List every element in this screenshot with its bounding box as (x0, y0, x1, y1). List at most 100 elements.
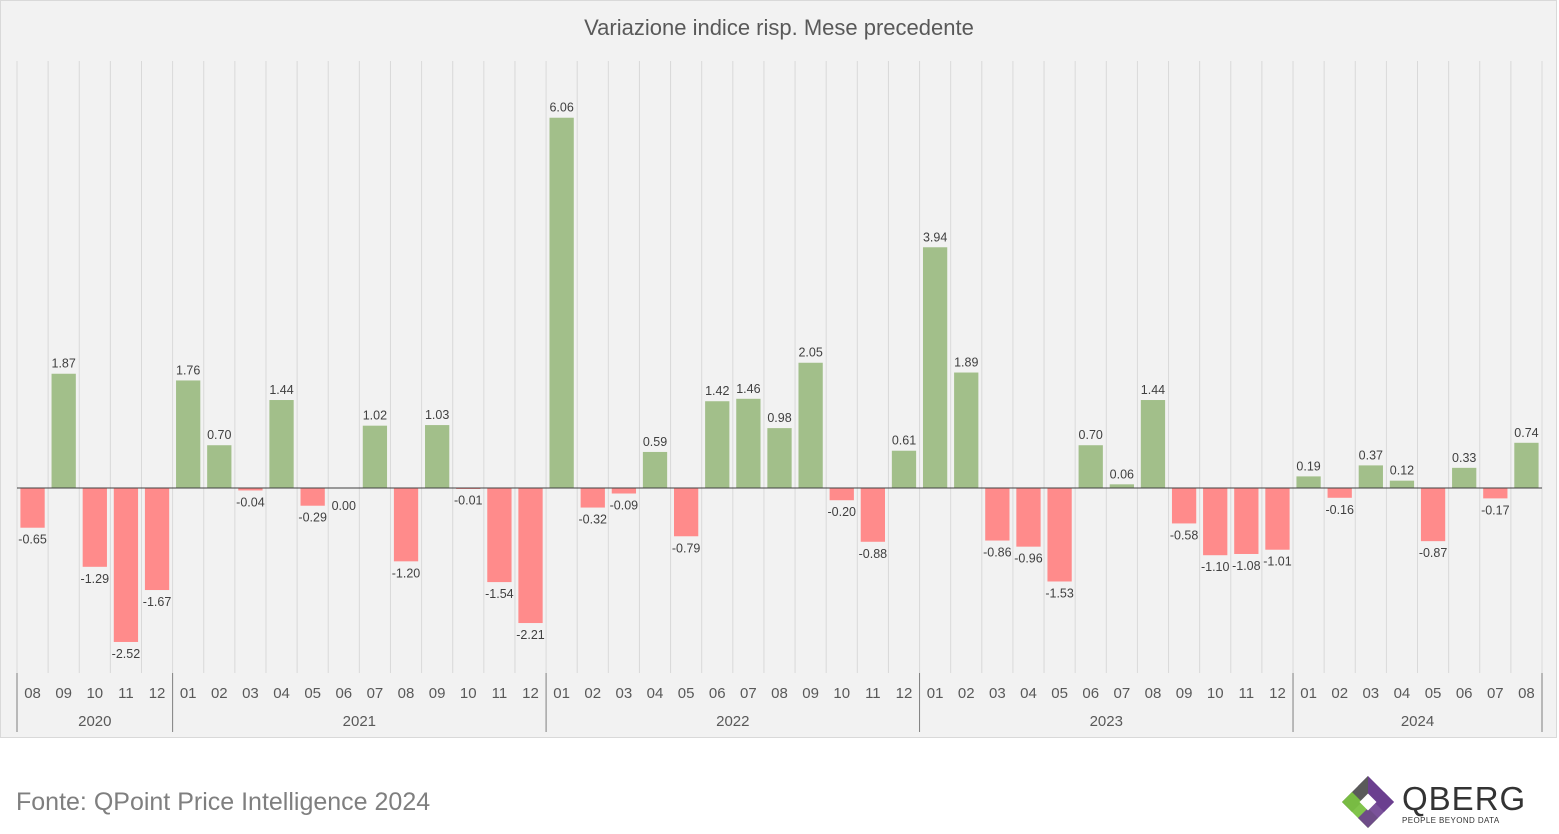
logo-wordmark: QBERG (1402, 780, 1527, 817)
month-tick-label: 11 (492, 685, 508, 702)
chart-panel: Variazione indice risp. Mese precedente … (0, 0, 1557, 738)
month-tick-label: 10 (460, 685, 477, 702)
bar-negative (113, 488, 139, 642)
data-label: -0.32 (579, 513, 608, 527)
data-label: 1.44 (1141, 383, 1165, 397)
bar-positive (798, 362, 823, 488)
month-tick-label: 04 (273, 685, 290, 702)
bar-positive (1514, 442, 1539, 488)
year-label: 2024 (1401, 713, 1434, 730)
data-label: 1.76 (176, 363, 200, 377)
month-tick-label: 08 (24, 685, 41, 702)
bar-positive (922, 247, 948, 488)
data-labels: -0.65 1.87 -1.29 -2.52 -1.67 1.76 0.70 -0.04 1.4… (18, 101, 1538, 661)
data-label: 0.33 (1452, 451, 1476, 465)
data-label: 1.87 (52, 357, 76, 371)
month-tick-label: 03 (989, 685, 1006, 702)
data-label: 1.89 (954, 356, 978, 370)
bar-positive (767, 428, 792, 488)
month-tick-label: 03 (1362, 685, 1379, 702)
bar-negative (1420, 488, 1446, 542)
data-label: -0.86 (983, 546, 1012, 560)
year-label: 2023 (1090, 713, 1123, 730)
month-tick-label: 01 (927, 685, 944, 702)
year-label: 2022 (716, 713, 749, 730)
month-tick-label: 09 (802, 685, 819, 702)
data-label: -1.20 (392, 566, 421, 580)
bar-positive (705, 401, 730, 488)
bar-positive (736, 398, 761, 488)
data-label: -0.58 (1170, 528, 1199, 542)
data-label: -0.65 (18, 533, 47, 547)
month-tick-label: 08 (771, 685, 788, 702)
data-label: -0.01 (454, 494, 483, 508)
bar-negative (82, 488, 107, 567)
month-tick-label: 09 (1176, 685, 1193, 702)
bar-negative (580, 488, 605, 508)
bar-positive (51, 373, 76, 488)
bar-negative (1483, 488, 1508, 499)
month-tick-label: 07 (367, 685, 384, 702)
bar-positive (362, 425, 388, 488)
data-label: -0.09 (610, 498, 639, 512)
data-label: -0.16 (1325, 503, 1354, 517)
data-label: 3.94 (923, 230, 947, 244)
data-label: -0.29 (298, 511, 327, 525)
year-label: 2020 (78, 713, 111, 730)
data-label: 0.98 (767, 411, 791, 425)
month-tick-label: 05 (304, 685, 321, 702)
month-tick-label: 07 (1114, 685, 1131, 702)
month-tick-label: 09 (429, 685, 446, 702)
bar-positive (425, 425, 450, 488)
data-label: 0.70 (207, 428, 231, 442)
bar-negative (518, 488, 543, 624)
data-label: 0.00 (332, 499, 356, 513)
month-tick-label: 01 (553, 685, 570, 702)
data-label: 1.44 (269, 383, 293, 397)
bar-negative (393, 488, 419, 562)
month-tick-label: 07 (1487, 685, 1504, 702)
bar-negative (20, 488, 45, 528)
month-tick-label: 05 (678, 685, 695, 702)
bar-positive (1389, 480, 1415, 488)
x-axis: 08 09 10 11 12 01 02 03 04 05 06 07 08 09 10 11 12 01 02 03… (16, 673, 1543, 732)
data-label: -0.20 (827, 505, 856, 519)
bar-negative (829, 488, 854, 501)
month-tick-label: 03 (242, 685, 259, 702)
data-label: -1.29 (81, 572, 110, 586)
month-tick-label: 10 (86, 685, 103, 702)
bar-negative (144, 488, 170, 591)
month-tick-label: 08 (1518, 685, 1535, 702)
month-tick-label: 02 (1331, 685, 1348, 702)
bar-positive (1358, 465, 1383, 488)
data-label: -1.67 (143, 595, 172, 609)
month-tick-label: 10 (1207, 685, 1224, 702)
bar-positive (1078, 445, 1103, 488)
bar-positive (954, 372, 979, 488)
bar-positive (1109, 484, 1134, 488)
data-label: 0.59 (643, 435, 667, 449)
bar-negative (860, 488, 886, 542)
data-label: 0.06 (1110, 467, 1134, 481)
month-tick-label: 05 (1425, 685, 1442, 702)
bar-negative (1203, 488, 1228, 556)
bar-negative (300, 488, 325, 506)
month-tick-label: 02 (584, 685, 601, 702)
data-label: 6.06 (549, 101, 573, 115)
month-tick-label: 06 (335, 685, 352, 702)
month-tick-label: 10 (833, 685, 850, 702)
month-tick-label: 02 (958, 685, 975, 702)
data-label: -0.87 (1419, 546, 1448, 560)
year-label: 2021 (343, 713, 376, 730)
bar-chart: Variazione indice risp. Mese precedente … (16, 15, 1543, 732)
month-tick-label: 12 (1269, 685, 1286, 702)
bar-negative (238, 488, 263, 491)
month-tick-label: 08 (1145, 685, 1162, 702)
bar-positive (642, 451, 668, 488)
data-label: 0.74 (1514, 426, 1538, 440)
month-tick-label: 12 (149, 685, 166, 702)
bar-positive (1296, 476, 1321, 488)
data-label: 0.61 (892, 434, 916, 448)
month-tick-label: 09 (55, 685, 72, 702)
bar-negative (1016, 488, 1041, 547)
